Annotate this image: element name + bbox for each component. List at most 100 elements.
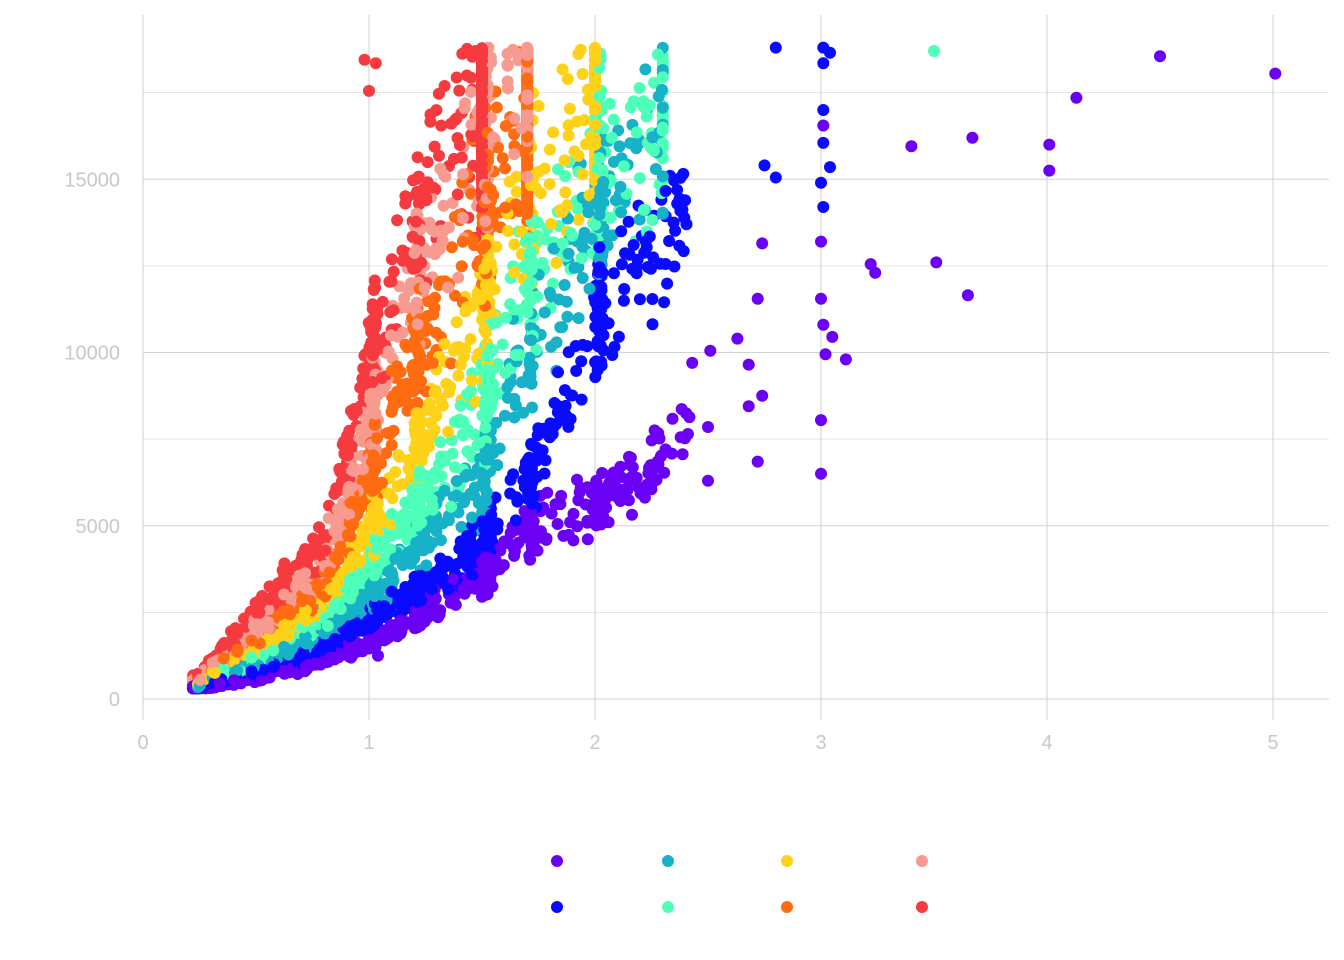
data-point: [283, 664, 296, 677]
data-point: [575, 355, 588, 368]
data-point: [563, 102, 576, 115]
data-point: [630, 260, 643, 273]
data-point: [355, 423, 367, 436]
data-point: [534, 187, 547, 200]
data-point: [499, 201, 512, 214]
data-point: [562, 129, 575, 142]
data-point: [499, 120, 512, 132]
data-point: [478, 324, 491, 336]
data-point: [353, 620, 366, 633]
data-point: [231, 645, 244, 658]
data-point: [394, 614, 407, 627]
data-point: [422, 541, 435, 554]
data-point: [438, 338, 451, 350]
data-point: [422, 440, 435, 453]
data-point: [442, 386, 455, 399]
data-point: [460, 69, 473, 82]
data-point: [618, 283, 631, 295]
data-point: [496, 152, 509, 165]
data-point: [594, 183, 607, 196]
data-point: [572, 213, 585, 226]
data-point: [607, 267, 620, 280]
data-point: [384, 543, 397, 556]
data-point: [646, 318, 659, 331]
data-point: [480, 494, 493, 507]
data-point: [651, 48, 664, 61]
data-point: [562, 247, 575, 260]
data-point: [371, 497, 384, 510]
data-point: [282, 630, 295, 643]
data-point: [399, 496, 412, 509]
data-point: [676, 448, 689, 461]
data-point: [392, 449, 405, 462]
data-point: [479, 421, 492, 434]
data-point: [387, 265, 400, 278]
data-point: [538, 467, 551, 480]
data-point: [465, 187, 478, 200]
data-point: [609, 194, 622, 207]
data-point: [543, 178, 556, 191]
data-point: [414, 482, 427, 495]
data-point: [420, 559, 433, 572]
data-point: [614, 180, 627, 193]
data-point: [597, 329, 610, 342]
data-point: [589, 46, 601, 59]
data-point: [323, 566, 336, 579]
data-point: [453, 139, 466, 151]
data-point: [545, 218, 557, 230]
data-point: [433, 458, 445, 471]
data-point: [654, 257, 667, 270]
data-point: [446, 197, 459, 209]
data-point: [427, 181, 440, 194]
data-point: [466, 511, 478, 524]
data-point: [367, 322, 380, 335]
data-point: [278, 619, 291, 632]
data-point: [461, 388, 474, 401]
data-point: [617, 294, 630, 307]
data-point: [410, 215, 423, 228]
data-point: [536, 256, 549, 269]
data-point: [436, 571, 449, 584]
data-point: [480, 411, 493, 424]
data-point: [575, 251, 588, 264]
data-point: [578, 114, 591, 127]
data-point: [619, 247, 631, 260]
data-point: [454, 399, 467, 412]
data-point: [399, 190, 412, 203]
data-point: [450, 71, 463, 84]
data-point: [683, 411, 696, 424]
data-point: [456, 235, 469, 248]
data-point: [550, 256, 563, 269]
data-point: [561, 310, 574, 323]
data-point: [510, 523, 523, 536]
data-point: [262, 616, 275, 629]
data-point: [399, 581, 412, 593]
data-point: [445, 500, 458, 513]
data-point: [385, 253, 398, 266]
data-point: [508, 411, 521, 424]
data-point: [639, 235, 652, 248]
data-point: [646, 214, 659, 226]
data-point: [371, 307, 384, 320]
data-point: [501, 381, 514, 394]
data-point: [633, 213, 646, 226]
data-point: [434, 436, 447, 448]
data-point: [626, 508, 638, 521]
data-point: [490, 240, 503, 253]
data-point: [439, 170, 452, 183]
data-point: [410, 407, 423, 420]
data-point: [671, 183, 684, 196]
data-point: [572, 312, 585, 325]
data-point: [415, 375, 428, 388]
data-point: [354, 381, 367, 394]
data-point: [332, 516, 344, 529]
data-point: [499, 366, 512, 379]
data-point: [478, 481, 491, 494]
data-point: [479, 581, 492, 594]
data-point: [376, 476, 388, 489]
data-point: [448, 415, 461, 428]
data-point: [442, 281, 455, 294]
data-point: [585, 232, 598, 245]
data-point: [627, 95, 640, 108]
data-point: [368, 416, 381, 429]
